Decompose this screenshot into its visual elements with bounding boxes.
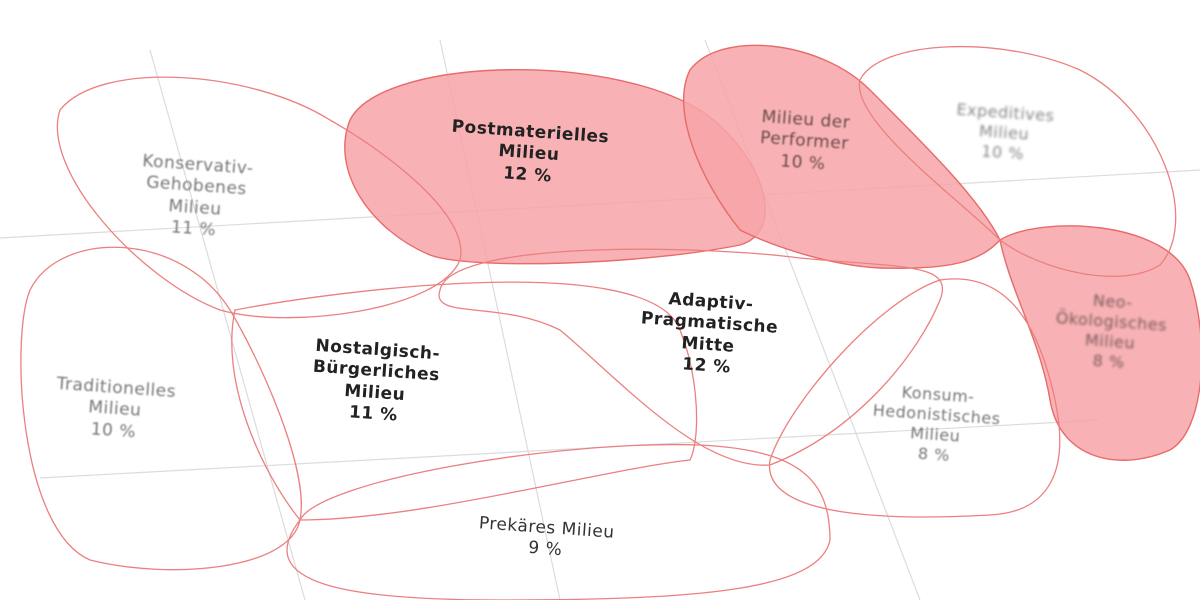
shape-postmateriell [344, 69, 766, 265]
label-konservativ: Konservativ- Gehobenes Milieu 11 % [137, 151, 255, 244]
shape-konsum [769, 278, 1061, 518]
label-nostalgisch: Nostalgisch- Bürgerliches Milieu 11 % [309, 336, 442, 430]
shape-nostalgisch [231, 281, 698, 521]
label-konsum: Konsum- Hedonistisches Milieu 8 % [869, 381, 1002, 470]
shape-prekaer [286, 443, 831, 600]
shape-konservativ [56, 76, 462, 319]
shape-performer [682, 44, 1001, 269]
grid-line [149, 49, 306, 600]
label-expeditiv: Expeditives Milieu 10 % [953, 100, 1055, 167]
shape-adaptiv [438, 248, 943, 466]
label-traditionell: Traditionelles Milieu 10 % [53, 374, 177, 446]
label-neooeko: Neo- Ökologisches Milieu 8 % [1052, 288, 1169, 376]
shape-neooeko [999, 225, 1200, 461]
label-adaptiv: Adaptiv- Pragmatische Mitte 12 % [637, 287, 780, 381]
shape-expeditiv [858, 45, 1177, 277]
label-performer: Milieu der Performer 10 % [758, 107, 850, 177]
grid-line [39, 419, 1101, 479]
label-postmateriell: Postmaterielles Milieu 12 % [448, 117, 610, 192]
